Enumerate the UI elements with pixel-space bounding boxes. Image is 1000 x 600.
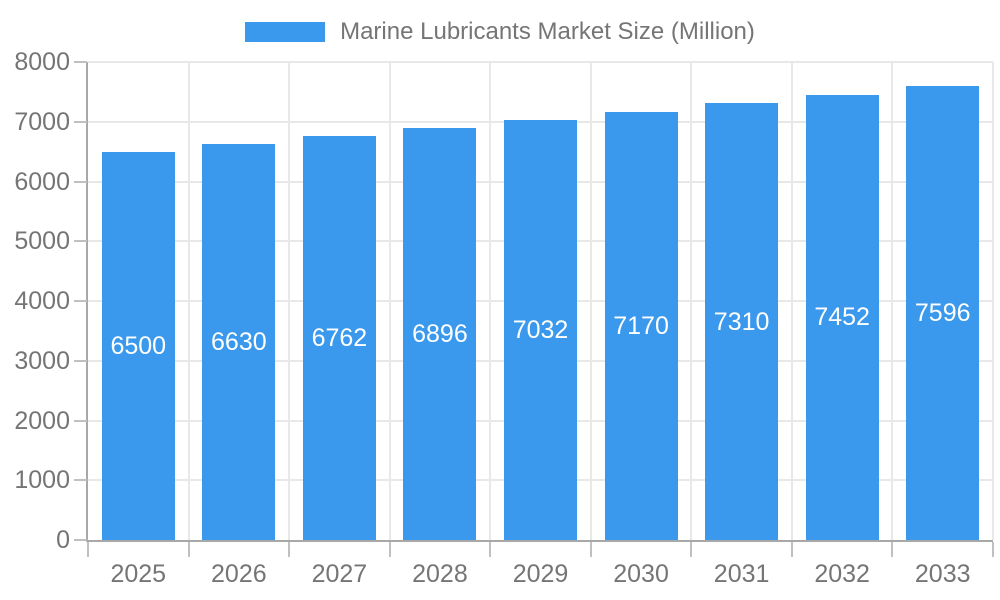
x-axis-tick bbox=[790, 542, 793, 557]
gridline-vertical bbox=[992, 62, 994, 540]
x-axis-tick bbox=[690, 542, 693, 557]
y-axis-line bbox=[86, 62, 88, 542]
x-axis-label: 2025 bbox=[110, 560, 167, 588]
y-axis-label: 5000 bbox=[14, 227, 70, 256]
y-axis-tick bbox=[74, 240, 87, 243]
legend-item[interactable]: Marine Lubricants Market Size (Million) bbox=[0, 17, 1000, 47]
y-axis-tick bbox=[74, 120, 87, 123]
y-axis-label: 6000 bbox=[14, 167, 70, 196]
x-axis-tick bbox=[388, 542, 391, 557]
x-axis-tick bbox=[992, 542, 994, 557]
y-axis-label: 8000 bbox=[14, 48, 70, 76]
x-axis-label: 2026 bbox=[211, 560, 267, 588]
x-axis-label: 2027 bbox=[311, 560, 368, 588]
x-axis-label: 2033 bbox=[914, 560, 971, 588]
x-axis-label: 2032 bbox=[814, 560, 870, 588]
gridline-vertical bbox=[790, 62, 793, 540]
y-axis-tick bbox=[74, 419, 87, 422]
gridline-vertical bbox=[690, 62, 693, 540]
bar-2032[interactable] bbox=[805, 94, 879, 540]
gridline-vertical bbox=[489, 62, 492, 540]
legend-label: Marine Lubricants Market Size (Million) bbox=[340, 18, 755, 45]
y-axis-tick bbox=[74, 61, 87, 63]
y-axis-tick bbox=[74, 180, 87, 183]
bar-2033[interactable] bbox=[906, 86, 980, 540]
x-axis-tick bbox=[489, 542, 492, 557]
gridline-vertical bbox=[891, 62, 894, 540]
y-axis-tick bbox=[74, 539, 87, 541]
y-axis-label: 7000 bbox=[14, 107, 70, 136]
bar-2027[interactable] bbox=[302, 135, 376, 540]
bar-2029[interactable] bbox=[504, 119, 577, 540]
x-axis-tick bbox=[87, 542, 89, 557]
y-axis-label: 2000 bbox=[14, 406, 70, 435]
y-axis-tick bbox=[74, 300, 87, 302]
legend-swatch-icon bbox=[245, 22, 326, 42]
gridline-vertical bbox=[288, 62, 291, 540]
x-axis-tick bbox=[891, 542, 894, 557]
gridline-vertical bbox=[187, 62, 190, 540]
bar-2031[interactable] bbox=[705, 103, 779, 540]
y-axis-label: 4000 bbox=[14, 287, 70, 315]
x-axis-tick bbox=[187, 542, 190, 557]
y-axis-tick bbox=[74, 479, 87, 482]
y-axis-label: 0 bbox=[56, 526, 70, 554]
x-axis-label: 2029 bbox=[512, 560, 569, 588]
y-axis-tick bbox=[74, 359, 87, 362]
gridline-vertical bbox=[388, 62, 391, 540]
y-axis-label: 3000 bbox=[14, 346, 70, 375]
bar-2030[interactable] bbox=[604, 111, 678, 540]
bar-2025[interactable] bbox=[101, 151, 175, 540]
x-axis-tick bbox=[589, 542, 592, 557]
bar-2028[interactable] bbox=[403, 127, 477, 540]
x-axis-label: 2031 bbox=[713, 560, 770, 588]
y-axis-label: 1000 bbox=[14, 466, 70, 495]
x-axis-label: 2028 bbox=[412, 560, 468, 588]
x-axis-tick bbox=[288, 542, 291, 557]
x-axis-label: 2030 bbox=[613, 560, 669, 588]
bar-2026[interactable] bbox=[202, 143, 276, 540]
x-axis-line bbox=[86, 540, 993, 542]
gridline-vertical bbox=[589, 62, 592, 540]
gridline-horizontal bbox=[88, 61, 993, 63]
